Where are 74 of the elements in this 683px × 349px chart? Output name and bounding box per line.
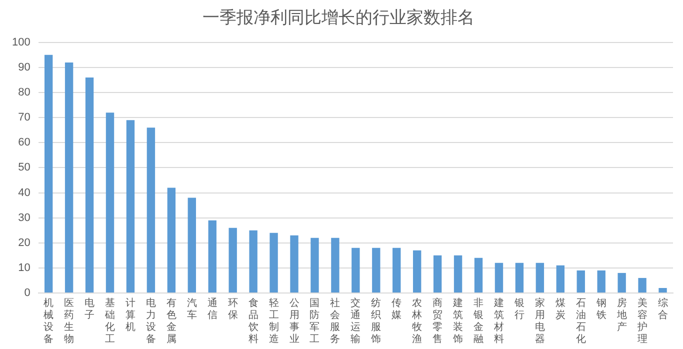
- x-tick-label: 美容护理: [636, 296, 648, 345]
- bar: [515, 262, 524, 292]
- bar: [249, 230, 258, 292]
- bar: [372, 248, 380, 292]
- bar: [106, 112, 114, 292]
- bar: [494, 262, 504, 292]
- x-tick-label: 电力设备: [146, 296, 156, 345]
- x-tick-label: 公用事业: [289, 296, 300, 345]
- bar: [270, 232, 278, 292]
- bar: [433, 255, 442, 292]
- bar: [188, 198, 196, 292]
- bar: [208, 220, 216, 292]
- x-tick-label: 食品饮料: [247, 296, 258, 345]
- y-tick-label: 90: [18, 61, 30, 74]
- x-tick-label: 石油石化: [576, 298, 586, 345]
- chart-title: 一季报净利同比增长的行业家数排名: [202, 8, 474, 27]
- x-tick-label: 通信: [207, 296, 218, 321]
- x-tick-label: 机械设备: [44, 296, 54, 345]
- bar: [658, 288, 667, 292]
- x-tick-label: 商贸零售: [432, 296, 443, 345]
- bar: [310, 238, 319, 292]
- x-tick-label: 综合: [658, 296, 668, 321]
- bar: [638, 278, 646, 292]
- x-tick-label: 交通运输: [350, 296, 361, 345]
- x-tick-label: 医药生物: [64, 298, 74, 345]
- x-tick-label: 轻工制造: [268, 296, 279, 345]
- bar: [85, 77, 94, 292]
- x-tick-label: 纺织服饰: [370, 296, 382, 345]
- bar: [167, 188, 176, 292]
- x-tick-label: 国防军工: [310, 298, 320, 345]
- x-tick-label: 电子: [84, 296, 95, 321]
- y-tick-label: 60: [18, 136, 30, 149]
- bar: [331, 238, 340, 292]
- x-tick-label: 房地产: [616, 296, 627, 333]
- bar: [413, 250, 422, 292]
- bar: [618, 272, 626, 292]
- x-tick-label: 农林牧渔: [411, 298, 422, 345]
- x-tick-label: 钢铁: [595, 298, 606, 321]
- bar: [556, 265, 564, 292]
- bar: [228, 228, 237, 292]
- x-tick-label: 汽车: [186, 296, 197, 321]
- x-tick-label: 有色金属: [166, 296, 176, 345]
- x-tick-label: 银行: [513, 298, 524, 321]
- y-tick-label: 0: [24, 287, 30, 300]
- bar: [536, 262, 544, 292]
- y-tick-label: 40: [18, 186, 30, 199]
- x-tick-label: 非银金融: [472, 296, 484, 345]
- x-tick-label: 社会服务: [330, 296, 340, 345]
- y-tick-label: 10: [18, 262, 30, 274]
- bar: [126, 120, 135, 292]
- bar: [597, 270, 606, 292]
- x-tick-label: 建筑装饰: [452, 296, 464, 345]
- x-tick-label: 传媒: [392, 298, 402, 321]
- bar: [146, 128, 156, 292]
- y-tick-label: 20: [18, 236, 30, 249]
- y-tick-label: 80: [18, 86, 30, 99]
- bar: [474, 258, 483, 292]
- x-tick-label: 家用电器: [534, 296, 545, 345]
- y-tick-label: 30: [18, 212, 30, 224]
- y-tick-label: 100: [12, 36, 30, 48]
- bar: [576, 270, 585, 292]
- x-tick-label: 煤炭: [555, 296, 566, 321]
- x-tick-label: 计算机: [125, 296, 136, 333]
- x-tick-label: 建筑材料: [492, 296, 504, 345]
- y-tick-label: 70: [18, 112, 30, 124]
- bar: [64, 62, 74, 292]
- bar: [44, 54, 53, 292]
- bar: [352, 248, 360, 292]
- bar: [290, 235, 298, 292]
- x-tick-label: 环保: [228, 298, 238, 321]
- x-tick-label: 基础化工: [104, 296, 116, 345]
- bar: [454, 255, 462, 292]
- bar: [392, 248, 401, 292]
- y-tick-label: 50: [18, 162, 30, 174]
